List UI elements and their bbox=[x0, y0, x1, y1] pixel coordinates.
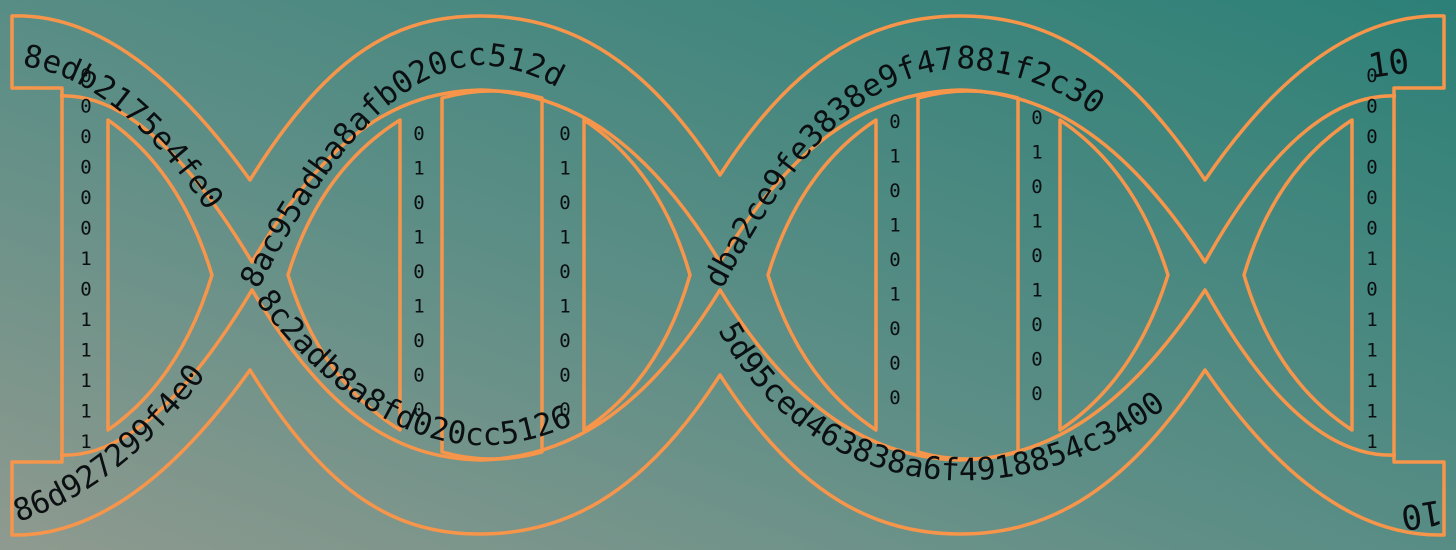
bit-digit: 0 bbox=[80, 157, 91, 179]
bit-digit: 0 bbox=[413, 261, 424, 283]
bit-digit: 0 bbox=[559, 330, 570, 352]
bit-digit: 1 bbox=[80, 248, 91, 270]
bit-digit: 0 bbox=[80, 96, 91, 118]
bit-digit: 0 bbox=[1031, 383, 1042, 405]
bit-digit: 0 bbox=[889, 387, 900, 409]
bit-digit: 0 bbox=[80, 279, 91, 301]
bit-digit: 1 bbox=[1031, 211, 1042, 233]
bit-digit: 0 bbox=[1366, 187, 1377, 209]
bit-digit: 1 bbox=[559, 158, 570, 180]
bit-digit: 0 bbox=[889, 353, 900, 375]
corner-bits-bottom-right: 10 bbox=[1398, 491, 1445, 537]
bit-digit: 1 bbox=[1031, 280, 1042, 302]
bit-digit: 1 bbox=[80, 370, 91, 392]
helix-outer-outline bbox=[10, 14, 1446, 537]
bit-digit: 1 bbox=[889, 215, 900, 237]
bit-digit: 0 bbox=[413, 365, 424, 387]
bit-digit: 1 bbox=[80, 401, 91, 423]
bit-digit: 0 bbox=[80, 218, 91, 240]
bit-digit: 1 bbox=[1366, 340, 1377, 362]
bit-digit: 0 bbox=[1366, 218, 1377, 240]
rung-center-right bbox=[916, 89, 1020, 461]
bit-digit: 1 bbox=[80, 309, 91, 331]
bit-digit: 0 bbox=[889, 318, 900, 340]
bit-digit: 1 bbox=[1366, 431, 1377, 453]
helix-inner-bottom-outline bbox=[59, 288, 1397, 462]
bit-digit: 1 bbox=[559, 227, 570, 249]
helix-inner-top-outline bbox=[59, 88, 1397, 264]
bit-digit: 1 bbox=[1366, 370, 1377, 392]
bit-columns: 0 0 0 0 0 0 1 0 1 1 1 1 1 0 1 0 1 0 1 0 0 0 0 1 0 1 0 1 0 0 0 0 1 0 1 0 1 0 0 0… bbox=[80, 65, 1377, 453]
bit-digit: 1 bbox=[413, 158, 424, 180]
bit-digit: 1 bbox=[889, 146, 900, 168]
bit-digit: 0 bbox=[80, 126, 91, 148]
bit-digit: 1 bbox=[1366, 401, 1377, 423]
bit-digit: 0 bbox=[1031, 349, 1042, 371]
bit-digit: 1 bbox=[80, 431, 91, 453]
bit-digit: 0 bbox=[559, 365, 570, 387]
bit-digit: 0 bbox=[1031, 314, 1042, 336]
bit-digit: 0 bbox=[413, 399, 424, 421]
lens-hole-4 bbox=[766, 118, 878, 432]
bit-digit: 0 bbox=[1031, 107, 1042, 129]
bit-digit: 0 bbox=[413, 192, 424, 214]
bit-digit: 0 bbox=[80, 65, 91, 87]
corner-bits-top-right: 10 bbox=[1366, 42, 1412, 87]
lens-hole-3 bbox=[582, 118, 692, 432]
bit-digit: 0 bbox=[889, 180, 900, 202]
bit-digit: 1 bbox=[413, 296, 424, 318]
bit-digit: 1 bbox=[413, 227, 424, 249]
lens-hole-6 bbox=[1242, 118, 1354, 432]
bit-digit: 0 bbox=[559, 261, 570, 283]
bit-digit: 1 bbox=[1031, 142, 1042, 164]
bit-digit: 0 bbox=[1031, 176, 1042, 198]
bit-digit: 0 bbox=[1366, 279, 1377, 301]
lens-hole-1 bbox=[106, 118, 214, 432]
bit-digit: 0 bbox=[1366, 157, 1377, 179]
lens-hole-5 bbox=[1058, 118, 1170, 432]
bit-digit: 0 bbox=[889, 249, 900, 271]
lens-hole-2 bbox=[286, 118, 402, 432]
bit-digit: 0 bbox=[889, 111, 900, 133]
bit-digit: 0 bbox=[413, 123, 424, 145]
bit-digit: 0 bbox=[1366, 96, 1377, 118]
bit-digit: 1 bbox=[1366, 248, 1377, 270]
bit-digit: 1 bbox=[80, 340, 91, 362]
bit-digit: 0 bbox=[559, 399, 570, 421]
bit-digit: 0 bbox=[559, 192, 570, 214]
bit-digit: 0 bbox=[413, 330, 424, 352]
bit-digit: 0 bbox=[1031, 245, 1042, 267]
bit-digit: 1 bbox=[559, 296, 570, 318]
bit-digit: 0 bbox=[1366, 65, 1377, 87]
rung-center-left bbox=[440, 89, 544, 461]
bit-digit: 0 bbox=[559, 123, 570, 145]
bit-digit: 0 bbox=[1366, 126, 1377, 148]
bit-digit: 0 bbox=[80, 187, 91, 209]
bit-digit: 1 bbox=[889, 284, 900, 306]
bit-digit: 1 bbox=[1366, 309, 1377, 331]
